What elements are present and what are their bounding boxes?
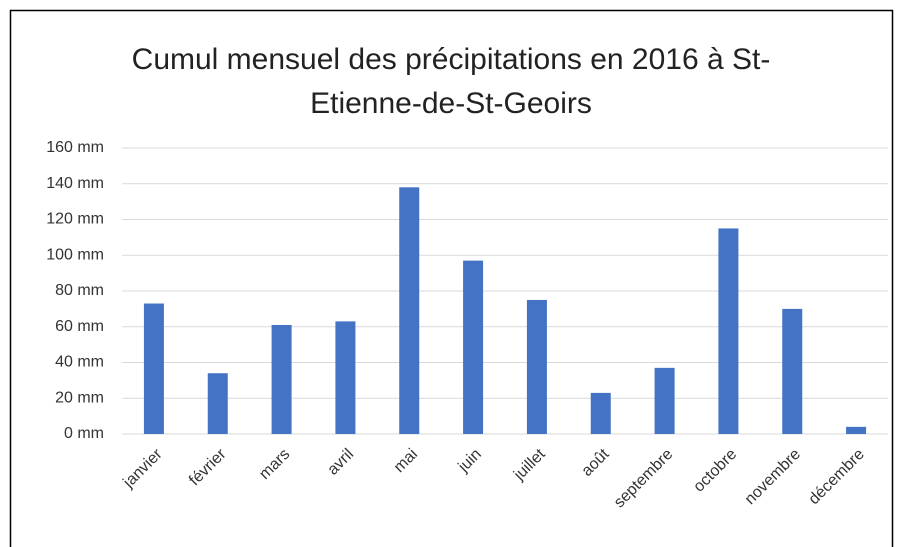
x-tick-label: août: [579, 445, 613, 479]
bar: [399, 187, 420, 434]
bar: [335, 321, 356, 434]
y-tick-label: 80 mm: [55, 282, 104, 299]
x-tick-label: décembre: [806, 446, 868, 508]
x-tick-label: juillet: [510, 445, 549, 484]
chart-frame: [9, 9, 894, 547]
x-tick-label: mai: [391, 446, 421, 476]
x-tick-label: novembre: [742, 446, 804, 508]
y-tick-label: 60 mm: [55, 318, 104, 335]
y-tick-label: 20 mm: [55, 389, 104, 406]
y-tick-label: 140 mm: [46, 175, 104, 192]
bar: [143, 303, 164, 434]
bar: [846, 426, 867, 434]
x-tick-label: mars: [256, 446, 293, 483]
x-tick-label: octobre: [690, 446, 740, 496]
bar: [590, 392, 611, 434]
bar: [782, 308, 803, 434]
bar: [718, 228, 739, 434]
chart-title: Cumul mensuel des précipitations en 2016…: [131, 43, 771, 120]
y-tick-label: 40 mm: [55, 354, 104, 371]
x-tick-label: février: [186, 445, 230, 489]
y-tick-label: 120 mm: [46, 211, 104, 228]
x-tick-label: avril: [324, 446, 357, 479]
bar: [526, 299, 547, 434]
bar: [463, 260, 484, 434]
bar: [271, 324, 292, 434]
y-tick-label: 100 mm: [46, 246, 104, 263]
bar: [207, 373, 228, 434]
y-tick-label: 160 mm: [46, 139, 104, 156]
y-tick-label: 0 mm: [64, 425, 104, 442]
x-tick-label: septembre: [611, 446, 677, 512]
x-tick-label: juin: [455, 446, 485, 476]
bar: [654, 367, 675, 434]
x-tick-label: janvier: [120, 445, 167, 492]
